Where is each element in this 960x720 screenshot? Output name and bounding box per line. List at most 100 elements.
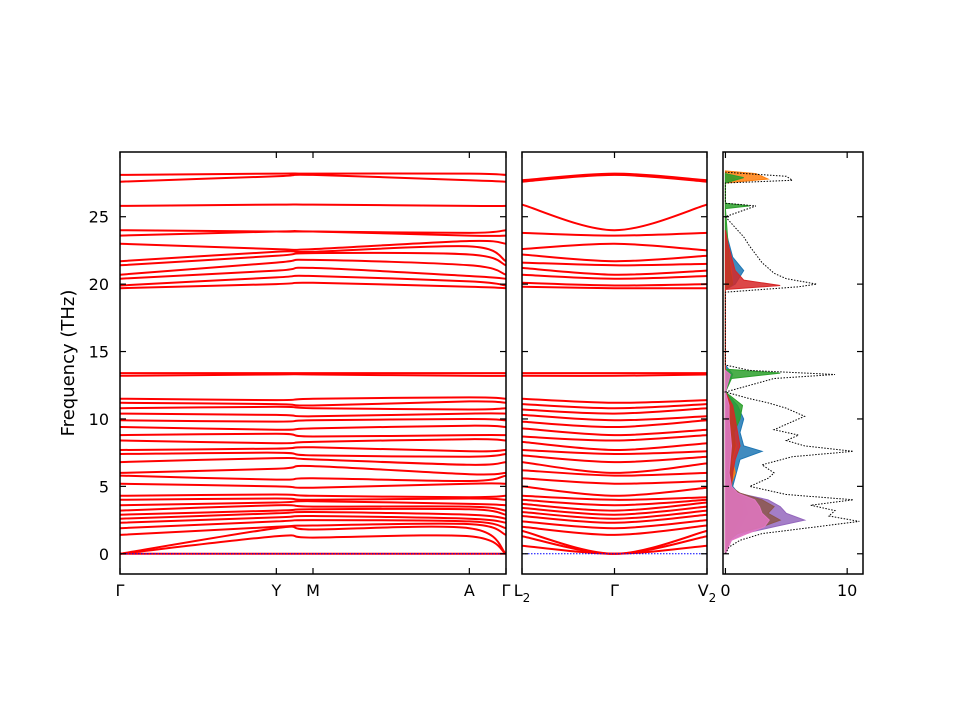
phonon-band-11: [522, 494, 707, 501]
y-tick-label: 0: [99, 545, 109, 564]
phonon-band-28: [522, 285, 707, 290]
phonon-band-24: [120, 405, 506, 411]
phonon-band-16: [120, 456, 506, 466]
phonon-band-37: [120, 229, 506, 234]
phonon-band-40: [120, 172, 506, 176]
plot-frame-left: [119, 151, 507, 575]
phonon-band-8: [522, 505, 707, 516]
phonon-band-17: [120, 451, 506, 458]
x-tick-label: L2: [514, 581, 531, 605]
phonon-band-34: [120, 245, 506, 263]
phonon-band-11: [120, 497, 506, 501]
phonon-band-19: [522, 434, 707, 442]
y-tick-label: 5: [99, 477, 109, 496]
phonon-band-20: [120, 432, 506, 438]
phonon-band-13: [120, 482, 506, 489]
phonon-band-5: [522, 519, 707, 530]
phonon-band-23: [522, 407, 707, 415]
phonon-band-9: [522, 501, 707, 512]
phonon-band-22: [120, 417, 506, 423]
phonon-band-29: [522, 281, 707, 287]
phonon-band-27: [120, 373, 506, 377]
x-tick-label: 10: [837, 581, 857, 600]
phonon-band-36: [522, 203, 707, 232]
x-tick-label: Γ: [116, 581, 125, 600]
phonon-band-12: [120, 493, 506, 499]
total-dos-line: [723, 171, 860, 555]
phonon-band-35: [522, 231, 707, 237]
phonon-band-6: [120, 514, 506, 524]
band-lines-right: [522, 172, 707, 555]
x-tick-label: 0: [720, 581, 730, 600]
phonon-band-31: [120, 266, 506, 280]
phonon-band-33: [522, 253, 707, 263]
phonon-band-19: [120, 438, 506, 445]
phonon-band-2: [120, 534, 506, 555]
band-panel-right: L2 Γ V2: [514, 151, 717, 605]
y-tick-label: 10: [89, 410, 109, 429]
phonon-band-32: [522, 261, 707, 267]
phonon-band-10: [522, 498, 707, 507]
y-axis-ticks: 0 5 10 15 20 25: [89, 208, 506, 564]
x-tick-label: Y: [270, 581, 281, 600]
y-axis-ticks-right: [522, 216, 707, 555]
phonon-band-33: [120, 251, 506, 267]
phonon-band-3: [120, 525, 506, 555]
plot-frame-dos: [722, 151, 864, 575]
phonon-band-29: [120, 281, 506, 290]
phonon-band-26: [120, 396, 506, 402]
phonon-band-3: [522, 529, 707, 555]
phonon-band-23: [120, 412, 506, 418]
phonon-band-32: [120, 258, 506, 276]
phonon-band-10: [120, 500, 506, 507]
phonon-band-14: [120, 474, 506, 483]
band-lines-left: [120, 172, 506, 555]
phonon-band-31: [522, 266, 707, 276]
phonon-band-38: [120, 203, 506, 208]
partial-dos-series-7: [724, 369, 770, 555]
x-tick-label: A: [464, 581, 475, 600]
phonon-band-21: [522, 419, 707, 429]
phonon-band-16: [522, 454, 707, 464]
x-tick-label: V2: [698, 581, 717, 605]
phonon-band-12: [522, 485, 707, 497]
phonon-band-15: [120, 464, 506, 476]
phonon-band-30: [522, 273, 707, 280]
phonon-band-21: [120, 424, 506, 431]
x-axis-ticks-dos: 0 10: [720, 152, 857, 600]
y-tick-label: 15: [89, 343, 109, 362]
phonon-band-7: [120, 510, 506, 520]
phonon-band-9: [120, 504, 506, 512]
phonon-band-5: [120, 519, 506, 530]
phonon-band-30: [120, 274, 506, 287]
phonon-band-15: [522, 461, 707, 474]
x-tick-label: M: [306, 581, 320, 600]
phonon-band-7: [522, 509, 707, 520]
x-tick-label: Γ: [502, 581, 511, 600]
phonon-band-26: [522, 373, 707, 377]
phonon-band-37: [522, 173, 707, 183]
dos-panel: 0 10: [720, 151, 864, 600]
phonon-band-8: [120, 507, 506, 516]
phonon-band-20: [522, 427, 707, 437]
phonon-band-34: [522, 242, 707, 252]
phonon-band-38: [522, 172, 707, 182]
phonon-band-17: [522, 449, 707, 456]
y-tick-label: 20: [89, 275, 109, 294]
phonon-band-6: [522, 513, 707, 524]
phonon-band-14: [522, 469, 707, 477]
phonon-band-18: [522, 440, 707, 452]
phonon-band-25: [522, 397, 707, 404]
x-tick-label: Γ: [610, 581, 619, 600]
y-tick-label: 25: [89, 208, 109, 227]
phonon-band-18: [120, 446, 506, 453]
band-panel-left: 0 5 10 15 20 25 Γ Y M A Γ Frequency (THz): [58, 151, 511, 600]
partial-dos-fills: [724, 170, 807, 555]
y-axis-title: Frequency (THz): [58, 290, 79, 437]
total-dos-curve: [723, 171, 860, 555]
phonon-band-13: [522, 477, 707, 485]
phonon-band-25: [120, 400, 506, 407]
phonon-band-4: [120, 522, 506, 536]
phonon-band-1: [522, 544, 707, 555]
